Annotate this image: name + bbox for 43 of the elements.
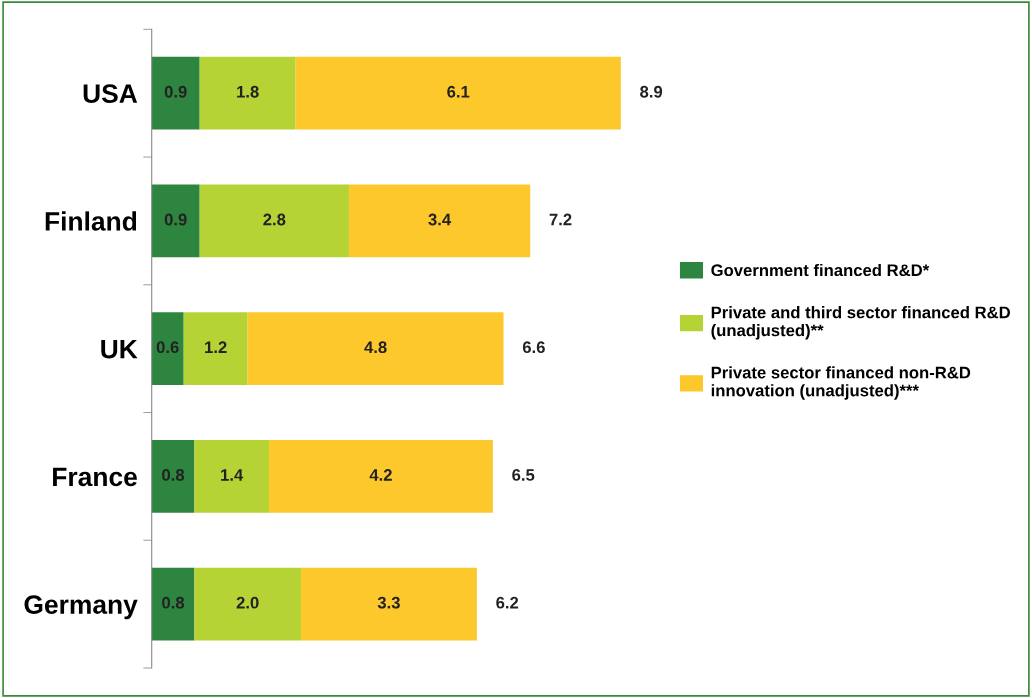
y-tick-label: UK bbox=[101, 340, 138, 359]
data-label: 0.9 bbox=[164, 213, 187, 226]
y-tick-label: USA bbox=[83, 84, 138, 103]
bar bbox=[295, 56, 621, 130]
bar bbox=[194, 439, 269, 513]
y-tick-label: France bbox=[53, 467, 137, 487]
y-tick-label: Finland bbox=[45, 211, 137, 231]
data-label: 2.0 bbox=[236, 596, 259, 609]
bar bbox=[151, 567, 195, 641]
bar bbox=[151, 439, 195, 513]
bar bbox=[151, 184, 200, 258]
total-label: 7.2 bbox=[549, 213, 572, 226]
data-label: 1.2 bbox=[205, 341, 227, 353]
data-label: 2.8 bbox=[263, 213, 286, 226]
data-label: 0.8 bbox=[162, 596, 185, 609]
total-label: 6.5 bbox=[512, 469, 535, 481]
total-label: 8.9 bbox=[640, 85, 663, 98]
legend-label: Private sector financed non-R&D innovation (unadjusted)*** bbox=[711, 366, 971, 400]
data-label: 0.9 bbox=[164, 85, 187, 98]
bar bbox=[199, 56, 296, 130]
data-label: 0.8 bbox=[162, 469, 185, 481]
data-label: 6.1 bbox=[447, 85, 470, 98]
bar bbox=[268, 439, 493, 513]
y-tick-label: Germany bbox=[24, 595, 138, 620]
total-label: 6.2 bbox=[496, 596, 519, 609]
bar bbox=[199, 184, 349, 258]
bar bbox=[247, 312, 504, 386]
bar bbox=[300, 567, 477, 641]
legend-label: Private and third sector financed R&D (unadjusted)** bbox=[711, 306, 1010, 340]
data-label: 3.4 bbox=[428, 213, 452, 226]
bar bbox=[183, 312, 248, 386]
bar bbox=[194, 567, 301, 641]
data-label: 4.2 bbox=[369, 469, 392, 481]
bar bbox=[151, 312, 184, 386]
data-label: 3.3 bbox=[377, 596, 400, 609]
data-label: 0.6 bbox=[156, 341, 179, 354]
bar bbox=[151, 56, 200, 130]
data-label: 1.4 bbox=[221, 469, 244, 481]
legend-label: Government financed R&D* bbox=[711, 263, 930, 277]
bar bbox=[348, 184, 531, 258]
data-label: 4.8 bbox=[364, 341, 387, 354]
total-label: 6.6 bbox=[522, 341, 545, 354]
data-label: 1.8 bbox=[237, 85, 259, 98]
